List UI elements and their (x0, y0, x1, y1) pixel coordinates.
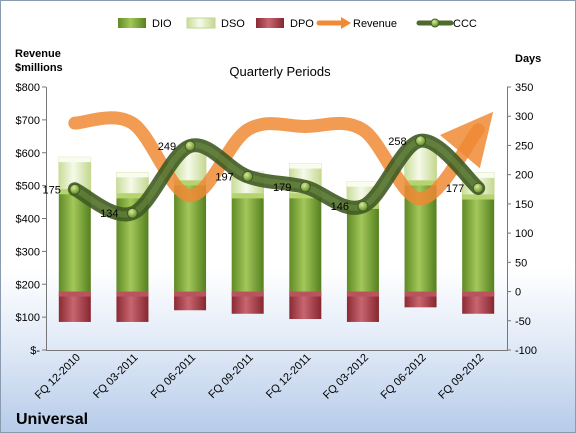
legend: DIO DSO DPO Revenue CCC (118, 17, 477, 30)
ccc-data-label: 197 (215, 171, 233, 183)
bar-dso-cap (462, 172, 495, 178)
bar-dpo (462, 291, 495, 314)
left-tick-label: $400 (16, 214, 40, 226)
ccc-point (299, 181, 311, 193)
right-axis-ticks: -100 -50 0 50 100 150 200 250 300 350 (507, 82, 537, 357)
bar-dio-cap (404, 180, 437, 186)
right-tick-label: 50 (515, 257, 527, 269)
company-name: Universal (16, 411, 88, 428)
ccc-data-label: 146 (331, 201, 349, 213)
bar-dio (289, 193, 322, 292)
left-tick-label: $500 (16, 181, 40, 193)
right-tick-label: 150 (515, 199, 533, 211)
bar-dso-cap (346, 181, 379, 187)
ccc-data-label: 249 (158, 141, 176, 153)
ccc-point (415, 135, 427, 147)
legend-label: Revenue (353, 18, 397, 30)
category-label: FQ 06-2012 (379, 352, 429, 402)
revenue-line (68, 111, 494, 206)
ccc-point (242, 170, 254, 182)
right-tick-label: 350 (515, 82, 533, 94)
left-axis-title-line-1: Revenue (15, 48, 61, 60)
left-tick-label: $600 (16, 148, 40, 160)
bar-dpo (116, 291, 149, 322)
legend-marker-ccc (430, 18, 440, 28)
bar-dpo-cap (174, 291, 207, 297)
bar-dpo-cap (404, 291, 437, 297)
right-tick-label: 200 (515, 170, 533, 182)
bar-dpo (58, 291, 91, 322)
bar-dio-cap (231, 193, 264, 199)
bar-dpo-cap (116, 291, 149, 297)
legend-label: DIO (152, 18, 172, 30)
legend-swatch-dso (186, 17, 216, 29)
ccc-point (69, 183, 81, 195)
bar-dpo-cap (231, 291, 264, 297)
category-label: FQ 03-2012 (321, 352, 371, 402)
bar-dio-cap (289, 193, 322, 199)
category-label: FQ 06-2011 (149, 352, 198, 401)
legend-swatch-dio (118, 18, 146, 28)
left-axis-title-line-2: $millions (15, 62, 63, 74)
bar-dio-cap (174, 180, 207, 186)
bar-dio-cap (462, 194, 495, 200)
left-tick-label: $300 (16, 246, 40, 258)
legend-label: CCC (453, 18, 477, 30)
right-axis-title: Days (515, 53, 541, 65)
bar-dio-cap (116, 193, 149, 199)
legend-label: DSO (221, 18, 245, 30)
right-tick-label: 0 (515, 287, 521, 299)
legend-swatch-dpo (256, 18, 284, 28)
bar-dpo (231, 291, 264, 314)
revenue-series (68, 111, 494, 206)
bar-dpo-cap (346, 291, 379, 297)
category-label: FQ 09-2011 (206, 352, 255, 401)
bar-dio (231, 193, 264, 292)
bar-dio (462, 194, 495, 292)
bar-dpo-cap (289, 291, 322, 297)
right-tick-label: -50 (515, 316, 531, 328)
left-tick-label: $- (30, 345, 40, 357)
legend-label: DPO (290, 18, 314, 30)
chart-title: Quarterly Periods (229, 64, 331, 79)
ccc-point (126, 207, 138, 219)
category-label: FQ 12-2010 (33, 352, 83, 402)
ccc-point (472, 182, 484, 194)
left-tick-label: $700 (16, 115, 40, 127)
right-tick-label: 250 (515, 140, 533, 152)
ccc-data-label: 177 (446, 183, 464, 195)
bar-dso-cap (58, 157, 91, 163)
ccc-data-label: 258 (388, 136, 406, 148)
bar-dio (58, 189, 91, 292)
bar-dpo-cap (462, 291, 495, 297)
right-tick-label: 300 (515, 111, 533, 123)
ccc-data-label: 179 (273, 182, 291, 194)
right-tick-label: 100 (515, 228, 533, 240)
category-label: FQ 03-2011 (91, 352, 140, 401)
category-label: FQ 12-2011 (264, 352, 313, 401)
bar-dso-cap (289, 163, 322, 169)
category-labels: FQ 12-2010 FQ 03-2011 FQ 06-2011 FQ 09-2011… (33, 352, 486, 402)
legend-arrow-revenue (341, 17, 351, 29)
bar-dio (346, 203, 379, 292)
ccc-point (357, 200, 369, 212)
ccc-point (184, 140, 196, 152)
bar-dpo-cap (58, 291, 91, 297)
bars (58, 142, 495, 322)
ccc-data-label: 175 (42, 184, 60, 196)
bar-dso-cap (116, 172, 149, 178)
category-label: FQ 09-2012 (436, 352, 486, 402)
right-tick-label: -100 (515, 345, 537, 357)
ccc-data-label: 134 (100, 208, 118, 220)
ccc-series: 175 134 249 197 179 146 258 177 (42, 133, 486, 222)
left-axis-ticks: $- $100 $200 $300 $400 $500 $600 $700 $800 (16, 82, 46, 357)
left-tick-label: $100 (16, 312, 40, 324)
left-tick-label: $200 (16, 279, 40, 291)
bar-dpo (346, 291, 379, 322)
left-tick-label: $800 (16, 82, 40, 94)
